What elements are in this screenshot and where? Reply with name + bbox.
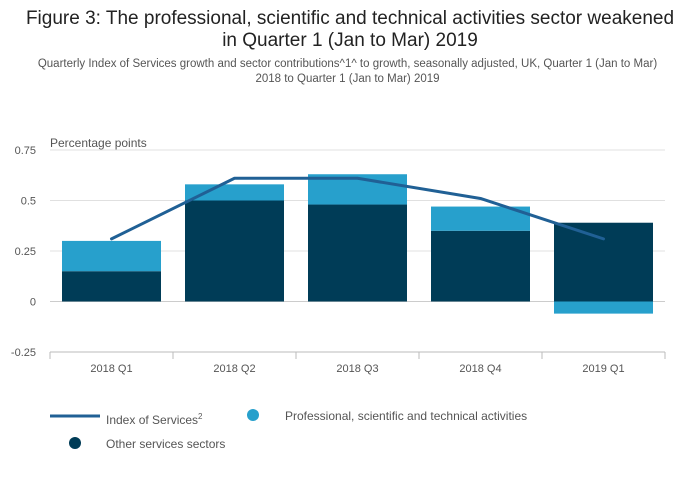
bar-professional-2018-q2 <box>185 184 284 201</box>
legend-item-professional[interactable]: Professional, scientific and technical a… <box>247 409 527 423</box>
bar-other-2019-q1 <box>554 222 653 302</box>
bar-professional-2019-q1 <box>554 301 653 314</box>
chart-title: Figure 3: The professional, scientific a… <box>25 8 675 51</box>
bar-other-2018-q1 <box>62 271 161 302</box>
legend-item-other[interactable]: Other services sectors <box>69 437 225 451</box>
bar-other-2018-q4 <box>431 230 530 302</box>
x-tick-label: 2018 Q1 <box>90 363 132 375</box>
legend-item-index[interactable]: Index of Services2 <box>50 412 203 427</box>
x-tick-label: 2018 Q4 <box>459 363 501 375</box>
x-tick-label: 2019 Q1 <box>582 363 624 375</box>
legend-label-professional: Professional, scientific and technical a… <box>285 409 527 423</box>
legend-label-other: Other services sectors <box>106 437 225 451</box>
x-tick-label: 2018 Q2 <box>213 363 255 375</box>
bars <box>62 174 653 314</box>
bar-other-2018-q2 <box>185 200 284 302</box>
y-tick-label: 0.5 <box>21 196 36 208</box>
x-tick-label: 2018 Q3 <box>336 363 378 375</box>
bar-professional-2018-q1 <box>62 240 161 272</box>
y-tick-label: -0.25 <box>11 347 36 359</box>
legend: Index of Services2 Professional, scienti… <box>50 409 527 451</box>
legend-dot-other <box>69 437 81 449</box>
chart-subtitle: Quarterly Index of Services growth and s… <box>37 58 658 85</box>
legend-dot-professional <box>247 409 259 421</box>
y-tick-label: 0.75 <box>15 145 36 157</box>
y-axis-title: Percentage points <box>50 136 147 150</box>
legend-label-index: Index of Services2 <box>106 412 203 427</box>
x-axis: 2018 Q1 2018 Q2 2018 Q3 2018 Q4 2019 Q1 <box>49 351 666 375</box>
bar-other-2018-q3 <box>308 204 407 302</box>
y-axis-ticks: 0.75 0.5 0.25 0 -0.25 <box>11 145 36 359</box>
index-line-series <box>110 176 605 241</box>
y-tick-label: 0.25 <box>15 246 36 258</box>
y-tick-label: 0 <box>30 297 36 309</box>
